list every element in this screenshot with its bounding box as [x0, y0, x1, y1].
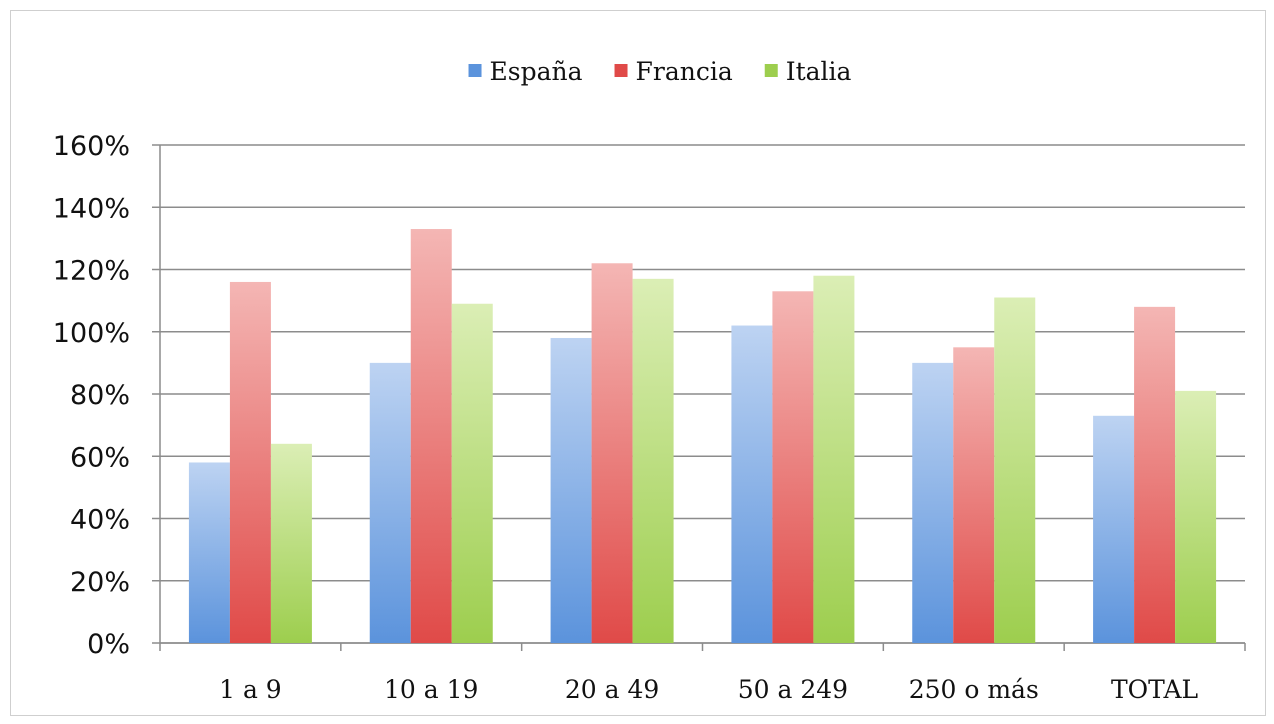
x-tick-label: 10 a 19: [384, 675, 478, 704]
y-tick-label: 0%: [87, 629, 130, 660]
bar-españa-1: [369, 362, 411, 643]
bar-españa-4: [912, 362, 954, 643]
y-tick-label: 20%: [70, 567, 130, 598]
bar-italia-4: [994, 297, 1036, 643]
bar-españa-0: [188, 462, 230, 643]
x-tick-label: 50 a 249: [738, 675, 848, 704]
legend-swatch: [614, 64, 628, 77]
legend-swatch: [764, 64, 778, 77]
bar-francia-4: [953, 347, 995, 643]
bar-españa-3: [731, 325, 773, 643]
bar-francia-1: [410, 229, 452, 643]
y-tick-label: 80%: [70, 380, 130, 411]
y-tick-label: 120%: [53, 256, 130, 287]
bar-francia-5: [1134, 306, 1176, 643]
bar-italia-2: [632, 278, 674, 643]
legend-label: Italia: [786, 57, 852, 86]
y-tick-label: 160%: [53, 131, 130, 162]
legend-label: Francia: [636, 57, 733, 86]
bar-italia-3: [813, 275, 855, 643]
bar-italia-5: [1175, 390, 1217, 643]
x-tick-label: 250 o más: [909, 675, 1039, 704]
legend-swatch: [468, 64, 482, 77]
y-tick-label: 40%: [70, 505, 130, 536]
bar-francia-2: [591, 263, 633, 643]
bars: [188, 229, 1217, 643]
y-tick-labels: 0% 20% 40% 60% 80% 100% 120% 140% 160%: [53, 131, 130, 660]
bar-francia-0: [229, 281, 271, 643]
gridlines: [152, 144, 1245, 644]
x-tick-labels: 1 a 9 10 a 19 20 a 49 50 a 249 250 o más TOTA…: [219, 675, 1198, 704]
bar-italia-1: [451, 303, 493, 643]
bar-españa-5: [1093, 415, 1135, 643]
legend: España Francia Italia: [468, 57, 852, 86]
axes: [159, 145, 1246, 651]
y-tick-label: 60%: [70, 442, 130, 473]
x-tick-label: 20 a 49: [565, 675, 659, 704]
bar-españa-2: [550, 337, 592, 643]
x-tick-label: 1 a 9: [219, 675, 282, 704]
legend-label: España: [490, 57, 583, 86]
y-tick-label: 100%: [53, 318, 130, 349]
x-tick-label: TOTAL: [1111, 675, 1198, 704]
bar-francia-3: [772, 291, 814, 643]
y-tick-label: 140%: [53, 193, 130, 224]
bar-italia-0: [270, 443, 312, 643]
